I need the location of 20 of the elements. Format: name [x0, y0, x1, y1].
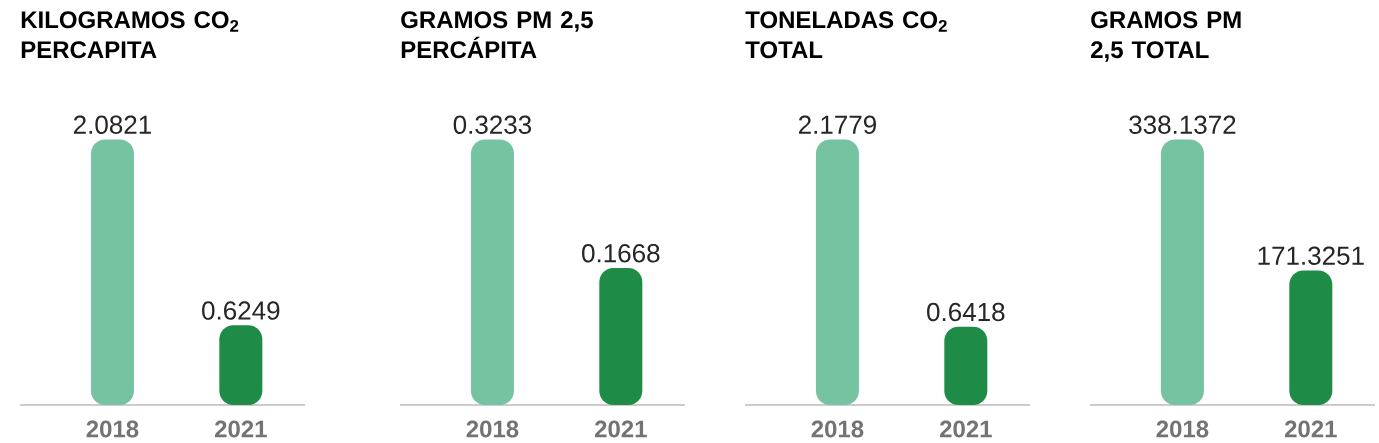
x-tick-label: 2021: [214, 420, 267, 438]
data-label: 0.1668: [582, 244, 660, 263]
chart-title: GRAMOS PM 2,5 PERCÁPITA: [401, 11, 593, 59]
x-tick-label: 2018: [1156, 420, 1209, 438]
data-label: 2.1779: [798, 115, 876, 134]
data-label: 0.6249: [202, 301, 280, 320]
x-tick-label: 2018: [86, 420, 139, 438]
x-tick-label: 2021: [939, 420, 992, 438]
data-label: 0.6418: [927, 302, 1005, 322]
x-tick-label: 2021: [594, 420, 647, 438]
x-tick-label: 2021: [1284, 420, 1337, 438]
x-tick-label: 2018: [811, 420, 864, 438]
chart-title: GRAMOS PM 2,5 TOTAL: [1091, 11, 1241, 62]
data-label: 2.0821: [73, 115, 151, 134]
data-label: 171.3251: [1258, 246, 1364, 265]
data-label: 338.1372: [1129, 115, 1236, 134]
chart-title: KILOGRAMOS CO$_{2}$ PERCAPITA: [21, 11, 239, 59]
data-label: 0.3233: [453, 115, 532, 134]
x-tick-label: 2018: [466, 420, 519, 438]
chart-title: TONELADAS CO$_{2}$ TOTAL: [745, 11, 947, 59]
